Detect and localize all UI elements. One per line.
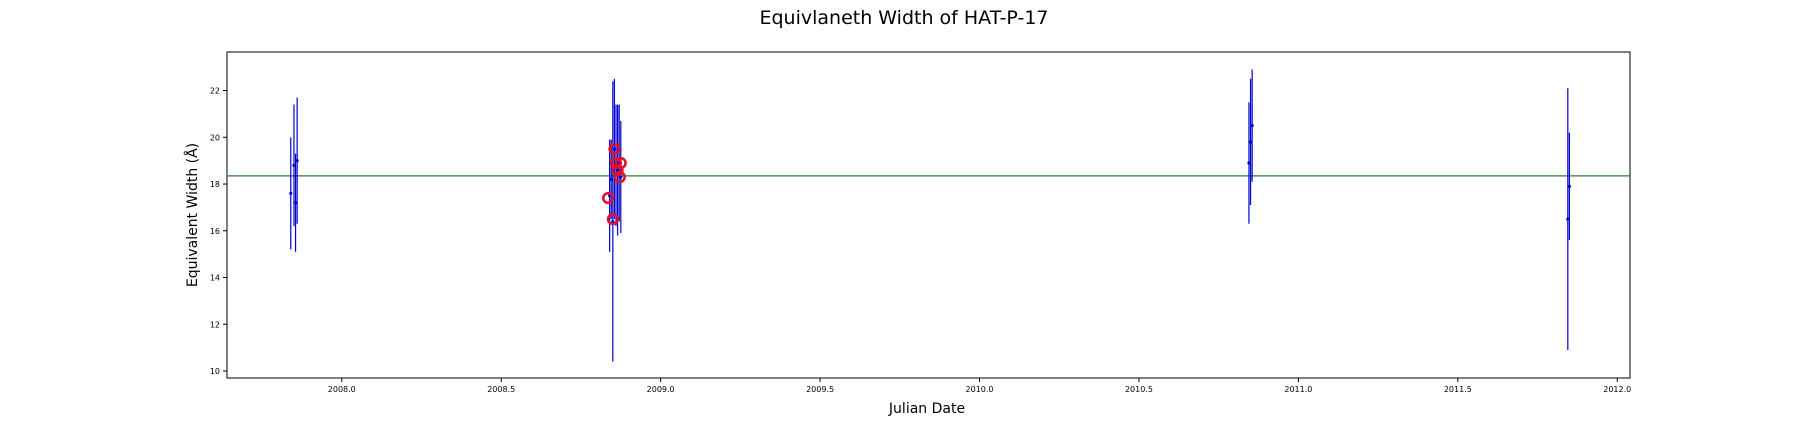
y-tick-label: 12	[210, 320, 220, 329]
y-tick-label: 22	[210, 87, 220, 96]
highlight-point	[608, 142, 621, 156]
data-point	[1567, 184, 1572, 188]
y-tick-label: 20	[210, 133, 220, 142]
chart-title: Equivlaneth Width of HAT-P-17	[759, 7, 1048, 29]
highlight-point	[614, 156, 627, 170]
data-point	[619, 175, 623, 179]
x-tick-label: 2012.0	[1603, 385, 1631, 394]
data-series-layer	[289, 69, 1572, 362]
data-point	[1248, 140, 1253, 144]
highlight-point	[606, 212, 619, 226]
plot-area-frame	[226, 51, 1631, 379]
x-tick-label: 2008.5	[487, 385, 515, 394]
data-point	[293, 201, 298, 205]
data-point	[292, 163, 296, 167]
data-point	[609, 177, 613, 181]
y-axis-ticks: 10 12 14 16 18 20 22	[210, 87, 227, 376]
data-point	[1566, 217, 1570, 221]
y-tick-label: 18	[210, 180, 220, 189]
x-tick-label: 2009.0	[647, 385, 675, 394]
x-axis-label: Julian Date	[888, 401, 965, 417]
y-tick-label: 16	[210, 227, 220, 236]
data-point	[611, 219, 615, 224]
y-tick-label: 14	[210, 274, 220, 283]
data-point	[616, 168, 620, 172]
y-axis-label: Equivalent Width (Å)	[184, 143, 201, 287]
x-tick-label: 2011.0	[1284, 385, 1312, 394]
highlight-point	[609, 156, 623, 170]
y-tick-label: 10	[210, 367, 220, 376]
x-axis-ticks: 2008.0 2008.5 2009.0 2009.5 2010.0 2010.5 2011…	[328, 378, 1631, 394]
highlight-point	[613, 170, 626, 184]
x-tick-label: 2011.5	[1444, 385, 1472, 394]
x-tick-label: 2008.0	[328, 385, 356, 394]
data-point	[289, 191, 293, 195]
data-point	[295, 159, 299, 163]
data-point	[612, 147, 617, 151]
data-point	[1247, 161, 1251, 165]
x-tick-label: 2010.5	[1125, 385, 1153, 394]
highlight-point	[601, 191, 615, 205]
x-tick-label: 2010.0	[966, 385, 994, 394]
x-tick-label: 2009.5	[806, 385, 834, 394]
data-point	[1250, 124, 1254, 128]
